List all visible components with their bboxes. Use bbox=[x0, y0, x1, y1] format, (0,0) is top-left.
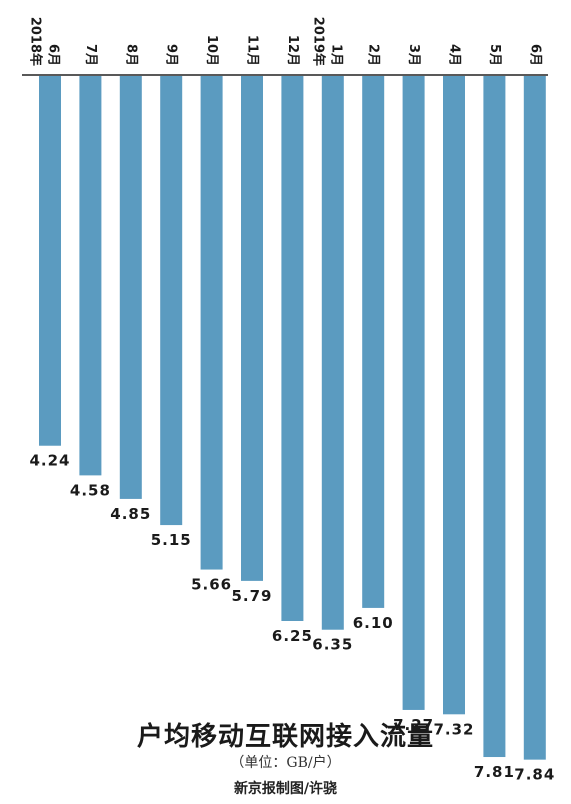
data-label: 6.35 bbox=[312, 636, 353, 654]
bar bbox=[281, 76, 304, 621]
bar bbox=[523, 76, 546, 760]
data-label: 5.79 bbox=[231, 587, 272, 605]
data-label: 5.66 bbox=[191, 576, 232, 594]
data-label: 5.15 bbox=[151, 531, 192, 549]
year-label: 2018年 bbox=[28, 17, 44, 66]
year-label: 2019年 bbox=[310, 17, 326, 66]
data-label: 7.27 bbox=[393, 716, 434, 734]
bar bbox=[160, 76, 183, 526]
bar bbox=[79, 76, 102, 476]
bar bbox=[362, 76, 385, 608]
bar bbox=[241, 76, 263, 581]
month-tick-label: 6月 bbox=[46, 44, 61, 66]
month-tick-label: 10月 bbox=[204, 35, 219, 66]
data-label: 7.81 bbox=[474, 763, 515, 781]
credit-line: 新京报制图/许骁 bbox=[233, 781, 338, 797]
data-label: 7.84 bbox=[514, 766, 555, 784]
bar bbox=[200, 76, 223, 570]
month-tick-label: 6月 bbox=[527, 44, 542, 66]
month-tick-label: 7月 bbox=[83, 44, 98, 66]
month-tick-label: 3月 bbox=[406, 44, 421, 66]
month-tick-label: 8月 bbox=[123, 44, 138, 66]
month-tick-label: 4月 bbox=[447, 44, 462, 66]
bar bbox=[402, 76, 425, 710]
chart-unit: （单位：GB/户） bbox=[230, 755, 341, 771]
month-tick-label: 5月 bbox=[487, 44, 502, 66]
bar bbox=[119, 76, 142, 499]
month-tick-label: 1月 bbox=[328, 44, 343, 66]
chart-title: 户均移动互联网接入流量 bbox=[136, 722, 434, 752]
bar bbox=[443, 76, 465, 715]
month-tick-label: 2月 bbox=[366, 44, 381, 66]
month-tick-label: 12月 bbox=[285, 35, 300, 66]
data-label: 6.10 bbox=[353, 614, 394, 632]
data-label: 7.32 bbox=[433, 720, 474, 738]
data-label: 4.58 bbox=[70, 481, 111, 499]
bar bbox=[39, 76, 61, 446]
bar bbox=[483, 76, 506, 758]
bar bbox=[321, 76, 344, 630]
month-tick-label: 11月 bbox=[245, 35, 260, 66]
data-label: 4.24 bbox=[29, 452, 70, 470]
data-label: 6.25 bbox=[272, 627, 313, 645]
data-label: 4.85 bbox=[110, 505, 151, 523]
month-tick-label: 9月 bbox=[164, 44, 179, 66]
